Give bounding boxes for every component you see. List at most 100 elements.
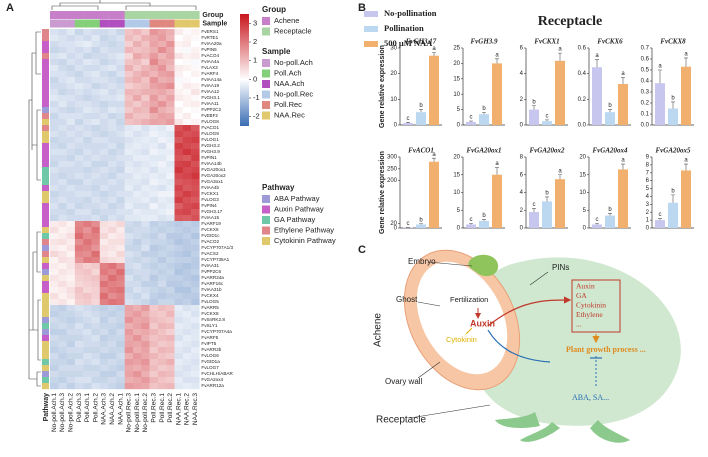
heatmap-cell: [141, 35, 150, 42]
heatmap-cell: [174, 353, 183, 360]
error-bar: [545, 119, 549, 122]
heatmap-cell: [174, 383, 183, 390]
heatmap-cell: [141, 119, 150, 126]
heatmap-cell: [116, 311, 125, 318]
heatmap-cell: [74, 53, 84, 60]
heatmap-cell: [166, 173, 175, 180]
heatmap-cell: [141, 131, 150, 138]
heatmap-cell: [133, 293, 142, 300]
heatmap-cell: [83, 281, 92, 288]
heatmap-cell: [74, 353, 84, 360]
heatmap-cell: [74, 323, 84, 330]
heatmap-cell: [108, 41, 117, 48]
heatmap-cell: [66, 257, 76, 264]
heatmap-cell: [157, 209, 167, 216]
error-bar: [432, 52, 436, 56]
heatmap-cell: [108, 143, 117, 150]
heatmap-cell: [166, 113, 175, 120]
heatmap-cell: [174, 95, 183, 102]
heatmap-cell: [141, 323, 150, 330]
row-label: FvPP2C6: [201, 269, 221, 274]
heatmap-cell: [116, 203, 125, 210]
heatmap-cell: [133, 167, 142, 174]
heatmap-cell: [157, 95, 167, 102]
heatmap-cell: [149, 329, 159, 336]
heatmap-cell: [166, 59, 175, 66]
heatmap-cell: [157, 299, 167, 306]
row-annotation: [42, 215, 49, 222]
row-label: FvACO1: [201, 125, 219, 130]
significance-letter: a: [684, 158, 688, 164]
significance-letter: b: [671, 188, 675, 194]
colorbar: [240, 14, 249, 126]
heatmap-cell: [74, 107, 84, 114]
legend-swatch: [364, 41, 378, 47]
column-annotation: [91, 11, 100, 19]
heatmap-cell: [99, 245, 109, 252]
heatmap-cell: [66, 95, 76, 102]
heatmap-cell: [133, 317, 142, 324]
heatmap-cell: [133, 233, 142, 240]
heatmap-cell: [74, 269, 84, 276]
heatmap-cell: [174, 299, 183, 306]
heatmap-cell: [157, 41, 167, 48]
legend-swatch: [262, 195, 270, 203]
heatmap-cell: [116, 281, 125, 288]
heatmap-cell: [157, 101, 167, 108]
heatmap-cell: [83, 47, 92, 54]
row-label: FvARF5: [201, 335, 218, 340]
heatmap-cell: [149, 317, 159, 324]
heatmap-cell: [174, 245, 183, 252]
heatmap-cell: [124, 221, 134, 228]
heatmap-cell: [166, 95, 175, 102]
y-tick-label: 200: [387, 178, 398, 184]
heatmap-cell: [182, 119, 192, 126]
row-label: FvCKX4: [201, 293, 219, 298]
heatmap-cell: [50, 317, 59, 324]
heatmap-cell: [166, 155, 175, 162]
error-bar: [558, 52, 562, 61]
heatmap-cell: [108, 365, 117, 372]
heatmap-cell: [124, 101, 134, 108]
heatmap-cell: [149, 287, 159, 294]
diagram-label: GA: [576, 291, 587, 300]
heatmap-cell: [58, 77, 67, 84]
heatmap-cell: [74, 77, 84, 84]
heatmap-cell: [166, 371, 175, 378]
heatmap-cell: [74, 263, 84, 270]
heatmap-cell: [166, 185, 175, 192]
y-tick-label: 0: [394, 123, 398, 129]
heatmap-cell: [116, 353, 125, 360]
heatmap-cell: [133, 95, 142, 102]
heatmap-cell: [182, 359, 192, 366]
heatmap-cell: [124, 77, 134, 84]
column-label: Poll.Rec.3: [150, 393, 157, 423]
heatmap-cell: [116, 329, 125, 336]
row-label: FvLOG6: [201, 353, 219, 358]
error-bar: [532, 105, 536, 110]
heatmap-cell: [99, 59, 109, 66]
heatmap-cell: [66, 293, 76, 300]
heatmap-cell: [141, 29, 150, 36]
heatmap-cell: [166, 125, 175, 132]
heatmap-cell: [182, 29, 192, 36]
heatmap-cell: [149, 167, 159, 174]
heatmap-cell: [66, 341, 76, 348]
heatmap-cell: [149, 281, 159, 288]
heatmap-cell: [99, 251, 109, 258]
column-annotation: [66, 11, 76, 19]
heatmap-cell: [74, 329, 84, 336]
heatmap-cell: [182, 353, 192, 360]
heatmap-cell: [133, 377, 142, 384]
heatmap-cell: [116, 377, 125, 384]
row-label: FvLOG7: [201, 365, 219, 370]
row-annotation: [42, 41, 49, 48]
heatmap-cell: [116, 95, 125, 102]
bar: [668, 202, 678, 228]
heatmap-cell: [141, 317, 150, 324]
heatmap-cell: [66, 281, 76, 288]
y-tick-label: 0: [457, 123, 461, 129]
bar: [592, 224, 602, 228]
row-annotation: [42, 35, 49, 42]
heatmap-cell: [83, 185, 92, 192]
